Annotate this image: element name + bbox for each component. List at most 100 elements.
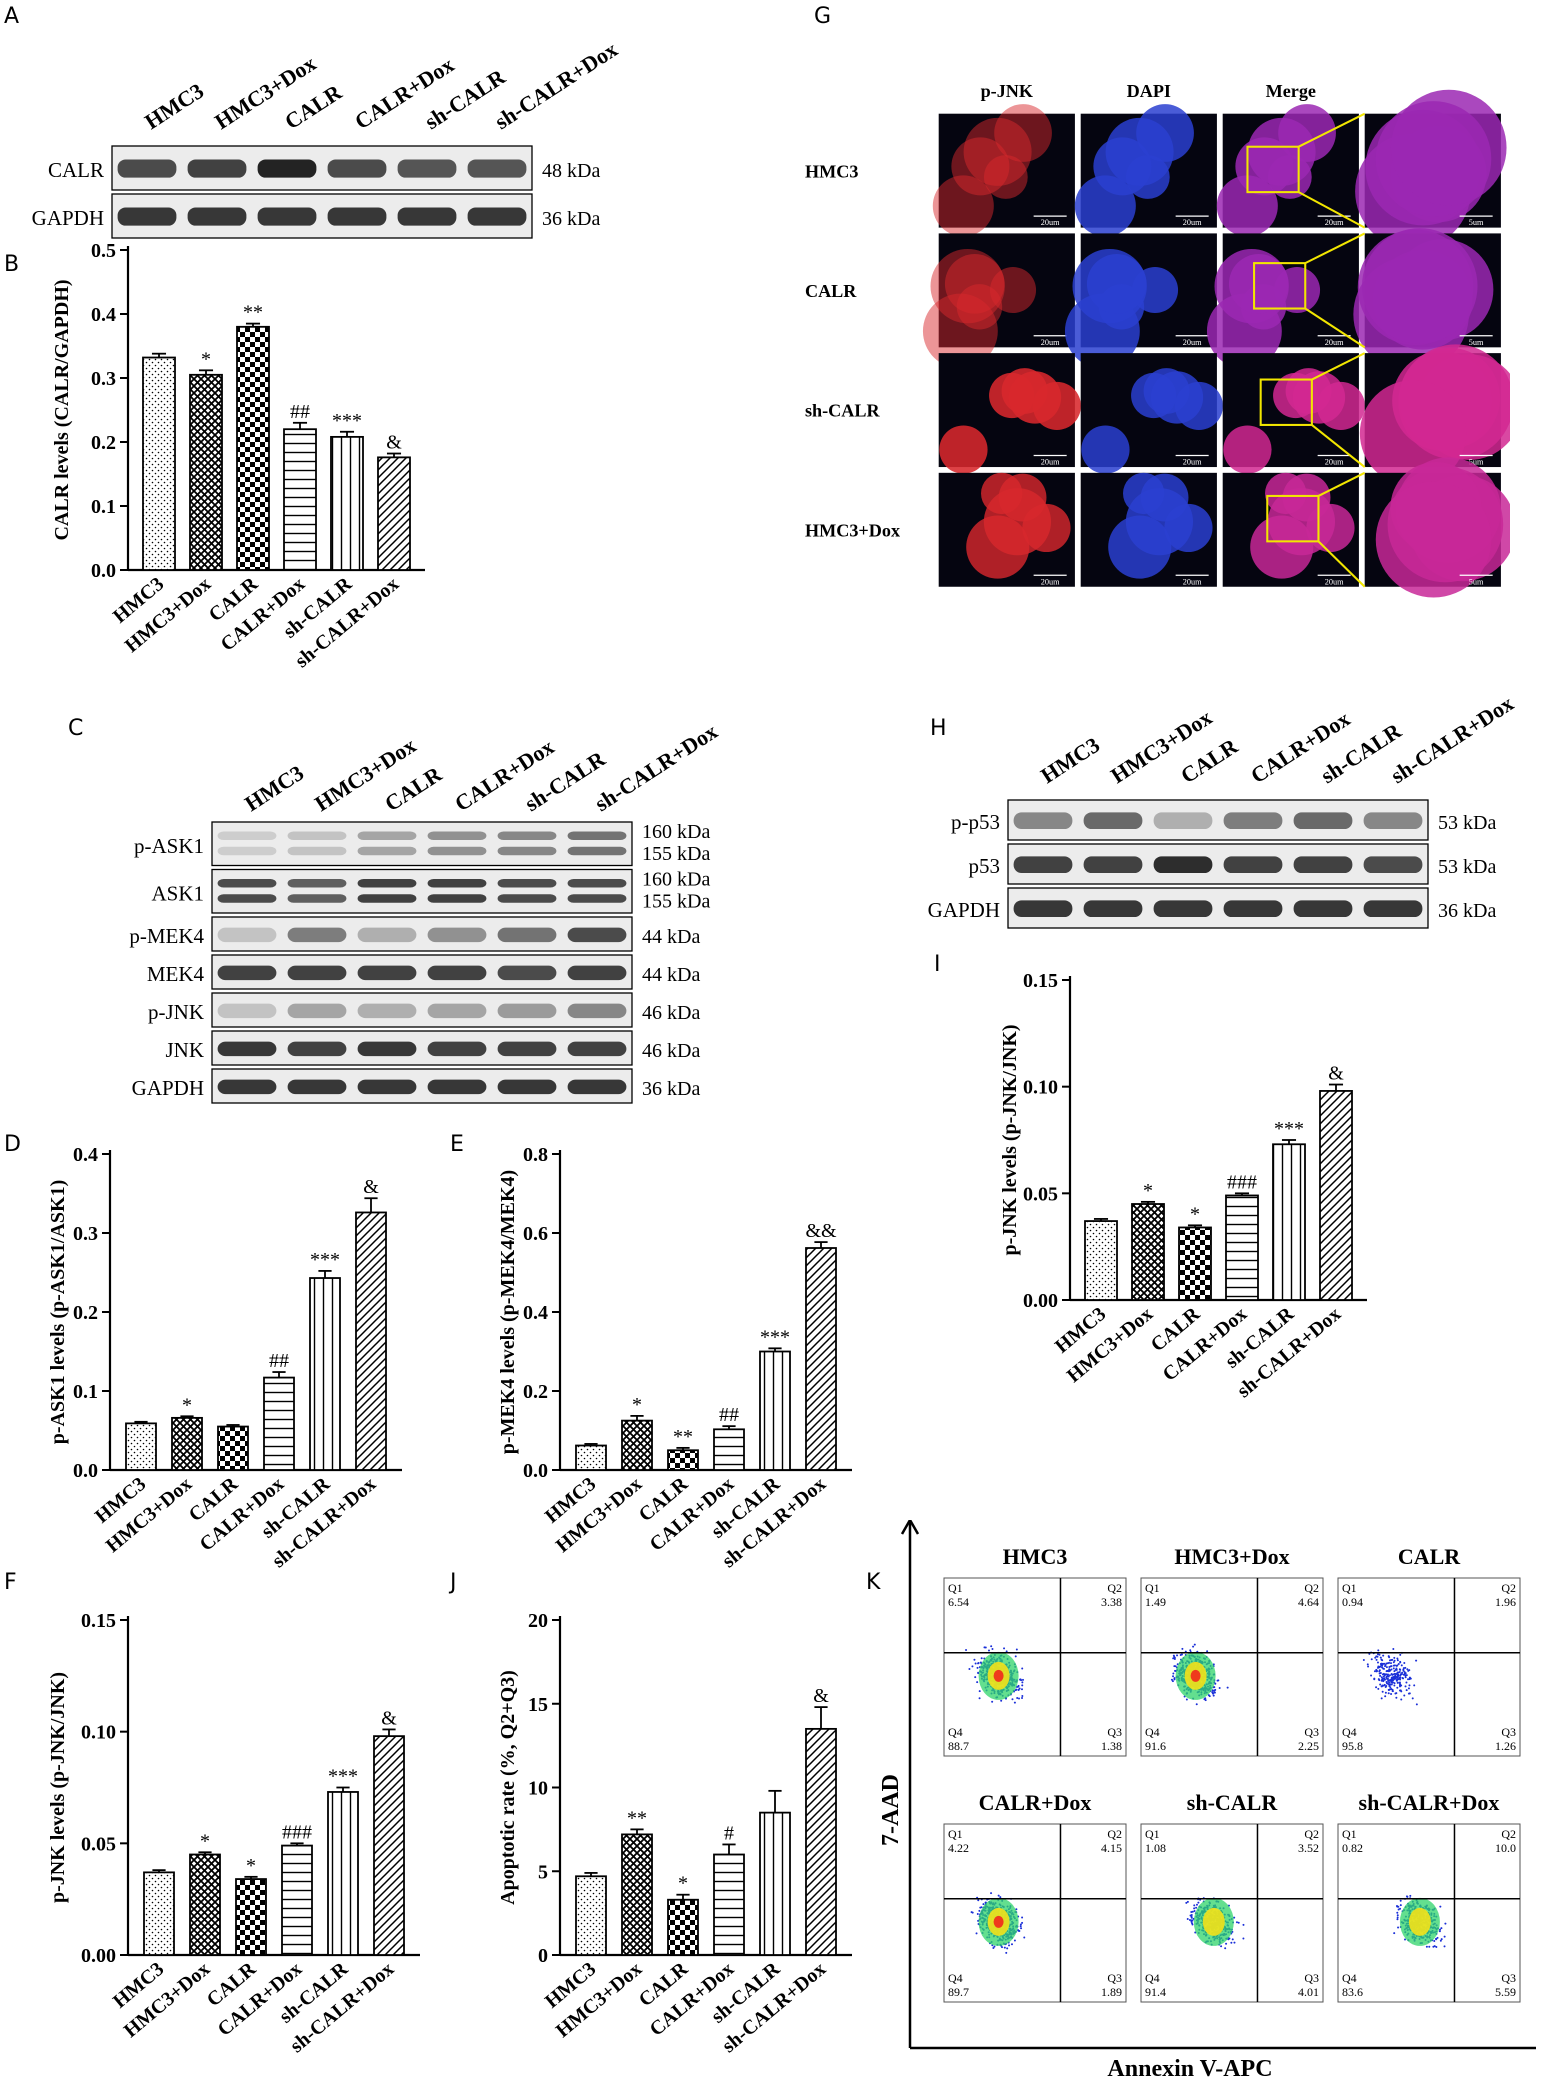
panel-letter-e: E [450, 1132, 464, 1157]
flow-dot [1389, 1683, 1392, 1686]
bar-HMC3+Dox [621, 1419, 653, 1471]
if-cell [939, 425, 988, 474]
blot-band [357, 894, 417, 903]
flow-dot [1387, 1688, 1390, 1691]
flow-dot [1376, 1653, 1379, 1656]
chart-f: 0.00 0.05 0.10 0.15 p-JNK levels (p-JNK/JNK)… [47, 1610, 420, 2057]
y-axis-label: Apoptotic rate (%, Q2+Q3) [497, 1670, 519, 1905]
blot-band [567, 846, 627, 856]
significance-label: & [813, 1685, 829, 1707]
flow-density [993, 1915, 1004, 1928]
flow-dot [1438, 1930, 1441, 1933]
lane-label: HMC3 [1036, 732, 1104, 788]
significance-label: ** [673, 1426, 693, 1448]
scale-label: 20um [1183, 577, 1202, 586]
flow-dot [1380, 1662, 1383, 1665]
if-row-label: HMC3 [805, 161, 858, 181]
if-cell [983, 155, 1028, 199]
flow-dot [1403, 1938, 1406, 1941]
flow-dot [1212, 1689, 1215, 1692]
blot-row-label: CALR [48, 158, 104, 182]
chart-e: 0.0 0.2 0.4 0.6 0.8p-MEK4 levels (p-MEK4/MEK… [497, 1144, 852, 1572]
flow-plot-title: CALR [1398, 1544, 1461, 1569]
significance-label: ** [243, 302, 263, 324]
y-tick-label: 0.0 [91, 560, 116, 582]
flow-dot [977, 1899, 980, 1902]
panel-letter-c: C [68, 716, 84, 741]
flow-dot [1171, 1680, 1174, 1683]
zoom-box [1246, 145, 1300, 194]
blot-band [117, 159, 177, 178]
blot-row-label: MEK4 [147, 962, 205, 986]
flow-dot [984, 1646, 987, 1649]
bar-CALR+Dox [713, 1428, 745, 1471]
flow-dot [1173, 1665, 1176, 1668]
quadrant-label: Q3 [1304, 1725, 1319, 1739]
flow-dot [1400, 1698, 1403, 1701]
flow-dot [1014, 1689, 1017, 1692]
flow-dot [971, 1911, 974, 1914]
blot-kda: 44 kDa [642, 926, 700, 948]
flow-dot [1377, 1649, 1380, 1652]
flow-dot [1192, 1645, 1195, 1648]
blot-kda: 46 kDa [642, 1002, 700, 1024]
panel-letter-g: G [814, 4, 832, 29]
flow-dot [1396, 1681, 1399, 1684]
scale-label: 20um [1183, 338, 1202, 347]
flow-dot [1428, 1945, 1431, 1948]
flow-dot [1404, 1685, 1407, 1688]
flow-dot [1021, 1678, 1024, 1681]
blot-band [217, 894, 277, 903]
blot-band [327, 207, 387, 226]
flow-dot [1021, 1696, 1024, 1699]
flow-dot [1376, 1655, 1379, 1658]
flow-dot [1188, 1918, 1191, 1921]
bar-sh-CALR+Dox [805, 1727, 837, 1956]
flow-dot [1019, 1923, 1022, 1926]
blot-band [357, 846, 417, 856]
scale-label: 20um [1041, 218, 1060, 227]
flow-dot [1393, 1682, 1396, 1685]
flow-dot [1393, 1684, 1396, 1687]
flow-dot [1195, 1703, 1198, 1706]
panel-letter-j: J [450, 1570, 457, 1595]
flow-dot [1206, 1650, 1209, 1653]
flow-dot [1375, 1686, 1378, 1689]
flow-dot [1384, 1691, 1387, 1694]
flow-dot [1396, 1911, 1399, 1914]
flow-dot [1382, 1654, 1385, 1657]
flow-dot [1217, 1679, 1220, 1682]
flow-dot [1231, 1938, 1234, 1941]
flow-dot [1435, 1945, 1438, 1948]
flow-dot [965, 1649, 968, 1652]
flow-dot [979, 1661, 982, 1664]
if-cell [1074, 175, 1136, 237]
flow-dot [1001, 1946, 1004, 1949]
flow-dot [1408, 1677, 1411, 1680]
if-cell [966, 515, 1030, 579]
flow-dot [1170, 1678, 1173, 1681]
blot-band [1083, 900, 1143, 918]
flow-dot [1392, 1664, 1395, 1667]
significance-label: ### [282, 1821, 312, 1843]
flow-dot [1237, 1921, 1240, 1924]
flow-dot [1433, 1939, 1436, 1942]
flow-dot [1386, 1669, 1389, 1672]
flow-dot [1382, 1667, 1385, 1670]
flow-dot [1014, 1655, 1017, 1658]
quadrant-label: Q2 [1107, 1581, 1122, 1595]
flow-dot [1384, 1695, 1387, 1698]
blot-band [287, 1079, 347, 1095]
flow-dot [991, 1648, 994, 1651]
flow-dot [1176, 1654, 1179, 1657]
flow-dot [1193, 1904, 1196, 1907]
flow-dot [1393, 1656, 1396, 1659]
blot-membrane [211, 868, 633, 914]
flow-dot [1399, 1668, 1402, 1671]
flow-dot [1190, 1915, 1193, 1918]
flow-dot [1389, 1662, 1392, 1665]
scale-label: 20um [1325, 458, 1344, 467]
flow-density [1202, 1907, 1225, 1936]
flow-dot [1218, 1686, 1221, 1689]
